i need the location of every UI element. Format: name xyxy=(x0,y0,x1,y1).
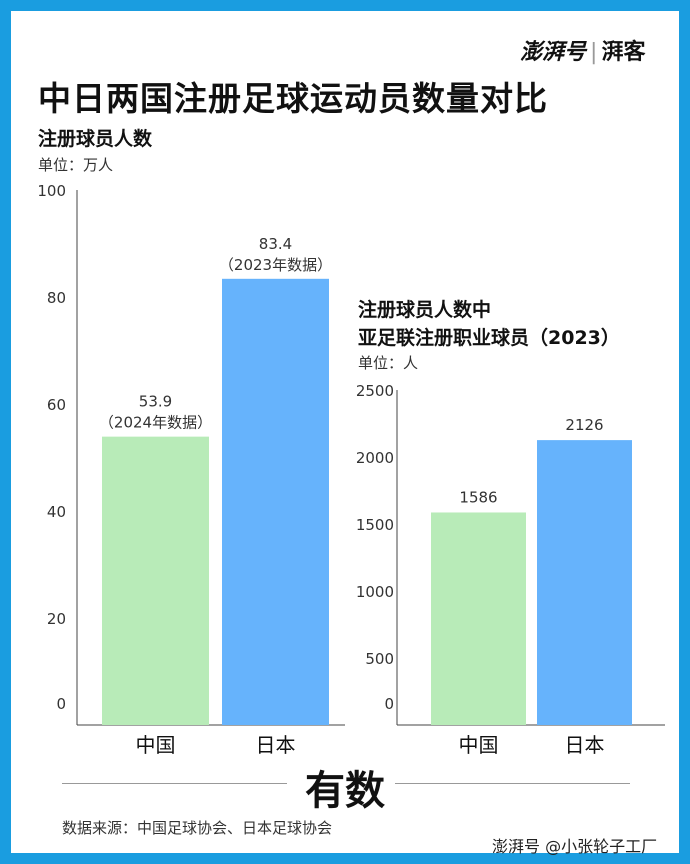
chart1-y-tick: 20 xyxy=(47,610,66,628)
divider-left xyxy=(62,783,287,784)
chart2-y-tick: 1500 xyxy=(356,516,394,534)
chart1-bar-china xyxy=(102,436,209,725)
chart2-title-line1: 注册球员人数中 xyxy=(358,299,492,321)
chart2-title-line2: 亚足联注册职业球员（2023） xyxy=(358,327,620,349)
brand-sub: 湃客 xyxy=(601,40,646,65)
chart2-unit: 单位：人 xyxy=(358,354,419,372)
chart2-y-tick: 1000 xyxy=(356,583,394,601)
source-note: 数据来源：中国足球协会、日本足球协会 xyxy=(62,819,333,837)
chart1-title: 注册球员人数 xyxy=(38,128,153,150)
chart2-category-label: 中国 xyxy=(459,733,499,757)
chart2-bar-china xyxy=(431,512,526,725)
chart1-y-tick: 0 xyxy=(56,695,66,713)
watermark: 澎湃号 @小张轮子工厂 xyxy=(492,837,658,856)
chart1-y-tick: 40 xyxy=(47,503,66,521)
chart1-category-label: 中国 xyxy=(136,733,176,757)
chart2-y-tick: 2500 xyxy=(356,382,394,400)
chart1-data-note: （2024年数据） xyxy=(99,414,212,432)
page-title: 中日两国注册足球运动员数量对比 xyxy=(38,79,548,118)
chart2-y-tick: 2000 xyxy=(356,449,394,467)
chart2-y-tick: 0 xyxy=(384,695,394,713)
chart1-data-label: 83.4 xyxy=(259,235,292,253)
chart1-category-label: 日本 xyxy=(256,733,296,757)
chart2-title: 注册球员人数中 亚足联注册职业球员（2023） xyxy=(358,296,620,352)
chart2-data-label: 1586 xyxy=(459,488,497,506)
chart1-y-tick: 60 xyxy=(47,396,66,414)
chart1-y-tick: 80 xyxy=(47,289,66,307)
chart2-bar-japan xyxy=(537,440,632,725)
brand-logo: 澎湃号 | 湃客 xyxy=(520,34,645,66)
chart1-unit: 单位：万人 xyxy=(38,156,114,174)
chart1-data-label: 53.9 xyxy=(139,393,172,411)
brand-separator: | xyxy=(590,40,598,65)
brand-name: 澎湃号 xyxy=(520,40,587,65)
chart1-y-tick: 100 xyxy=(37,182,66,200)
chart2-category-label: 日本 xyxy=(565,733,605,757)
youshu-logo: 有数 xyxy=(305,768,385,814)
chart1-data-note: （2023年数据） xyxy=(219,256,332,274)
chart2-data-label: 2126 xyxy=(565,416,603,434)
chart1-bar-japan xyxy=(222,278,329,725)
chart2-y-tick: 500 xyxy=(365,650,394,668)
divider-right xyxy=(395,783,630,784)
